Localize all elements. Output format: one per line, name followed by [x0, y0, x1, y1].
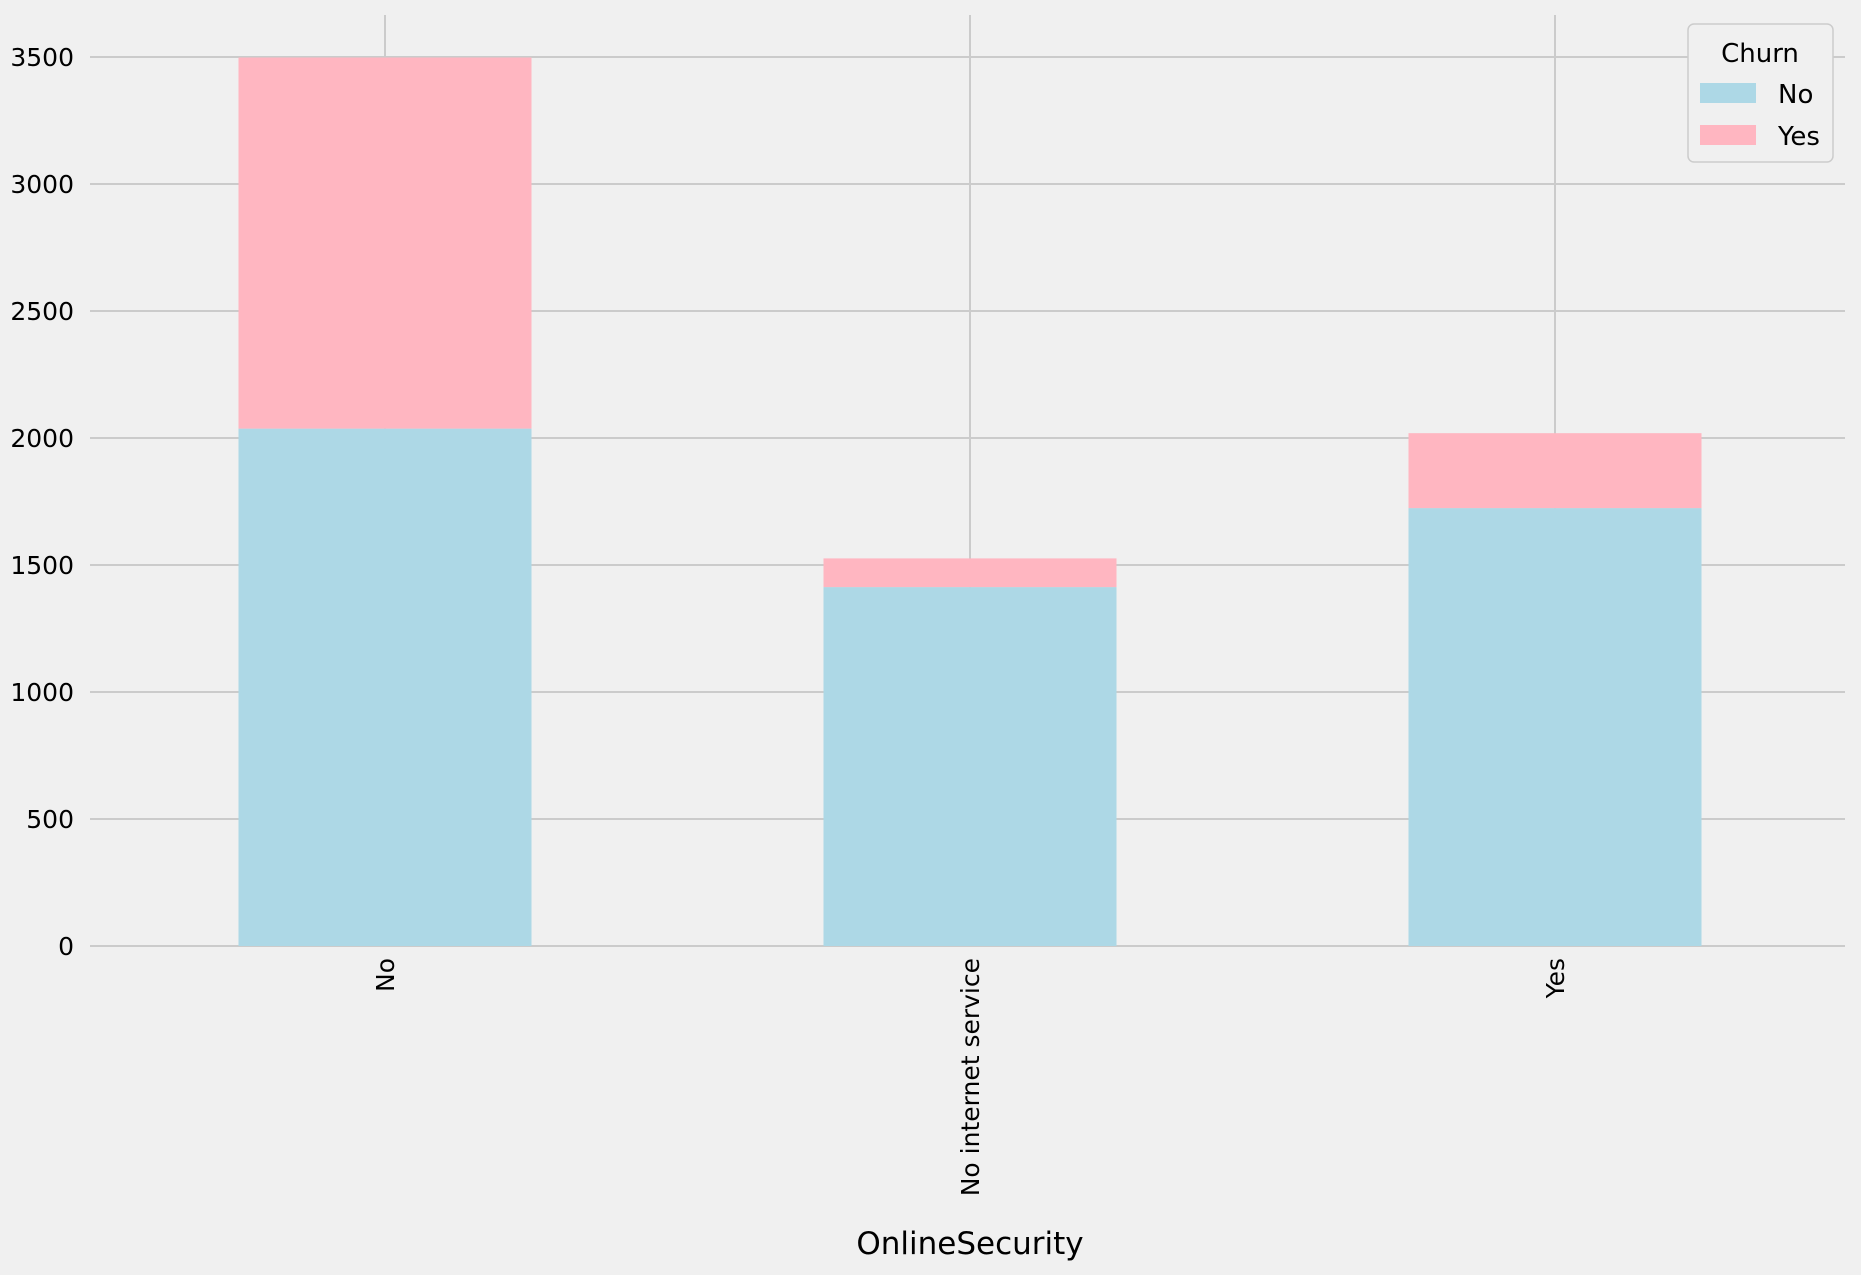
legend-label: No [1778, 80, 1813, 110]
legend-swatch [1700, 83, 1756, 103]
bar-no [823, 587, 1117, 946]
y-tick-label: 2000 [10, 424, 74, 453]
bar-yes [823, 558, 1117, 588]
x-tick-label: No internet service [956, 958, 985, 1196]
legend-title: Churn [1721, 39, 1799, 69]
y-tick-label: 3000 [10, 170, 74, 199]
x-tick-labels: No No internet service Yes [371, 958, 1570, 1196]
y-tick-labels: 0 500 1000 1500 2000 2500 3000 3500 [10, 43, 74, 961]
legend-label: Yes [1777, 122, 1820, 152]
legend-swatch [1700, 125, 1756, 145]
legend: Churn No Yes [1687, 23, 1834, 163]
x-tick-label: No [371, 958, 400, 992]
bars [238, 57, 1702, 946]
bar-yes [238, 57, 532, 429]
y-tick-label: 1500 [10, 551, 74, 580]
y-tick-label: 0 [58, 932, 74, 961]
y-tick-label: 500 [26, 805, 74, 834]
y-tick-label: 3500 [10, 43, 74, 72]
x-axis-label: OnlineSecurity [856, 1226, 1083, 1262]
y-tick-label: 1000 [10, 678, 74, 707]
bar-no [238, 428, 532, 946]
legend-entries: No Yes [1700, 80, 1820, 152]
y-tick-label: 2500 [10, 297, 74, 326]
bar-yes [1408, 433, 1702, 509]
x-tick-label: Yes [1541, 958, 1570, 999]
bar-no [1408, 508, 1702, 946]
